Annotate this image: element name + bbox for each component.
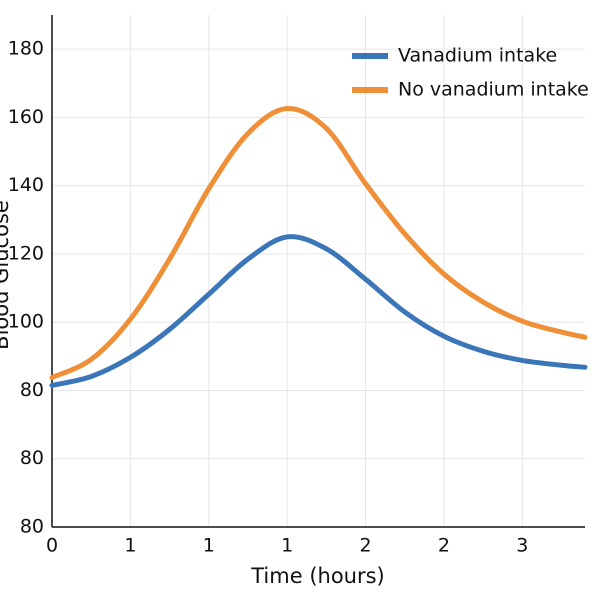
y-tick-label: 80: [20, 447, 44, 469]
x-tick-label: 1: [203, 535, 215, 557]
x-tick-label: 0: [46, 535, 58, 557]
y-tick-label: 180: [8, 38, 44, 60]
y-tick-label: 120: [8, 242, 44, 264]
x-tick-label: 2: [359, 535, 371, 557]
x-tick-label: 3: [516, 535, 528, 557]
y-tick-label: 80: [20, 379, 44, 401]
legend-label: No vanadium intake: [398, 79, 589, 101]
series-line: [49, 106, 588, 380]
legend-label: Vanadium intake: [398, 45, 557, 67]
y-tick-label: 80: [20, 516, 44, 538]
series-line: [49, 234, 588, 388]
y-tick-label: 100: [8, 311, 44, 333]
x-axis-label: Time (hours): [250, 564, 385, 588]
y-tick-label: 160: [8, 106, 44, 128]
y-tick-label: 140: [8, 174, 44, 196]
x-tick-label: 1: [281, 535, 293, 557]
y-axis-label: Blood Glucose: [0, 200, 13, 350]
x-tick-label: 1: [124, 535, 136, 557]
x-tick-label: 2: [438, 535, 450, 557]
